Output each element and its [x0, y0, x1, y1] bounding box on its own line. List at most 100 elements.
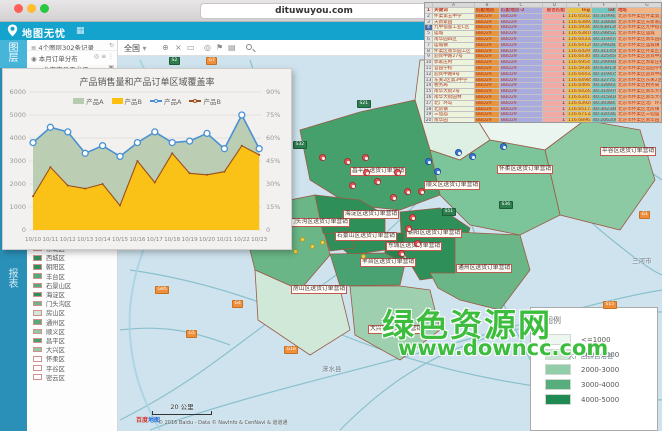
sheet-cell[interactable]: 116.65023: [567, 13, 592, 20]
order-pin-red[interactable]: [373, 177, 381, 185]
sheet-cell[interactable]: 1: [543, 100, 567, 107]
sheet-cell[interactable]: BBD29: [475, 83, 500, 90]
sheet-data-row[interactable]: 3 天新家园 BBD29 BBD29 1 116.63892 40.328084 北京市怀柔区…: [425, 19, 661, 26]
sheet-cell[interactable]: 40.328084: [592, 19, 617, 26]
sheet-cell[interactable]: 1: [543, 48, 567, 55]
sheet-cell[interactable]: 116.68963: [567, 118, 592, 123]
sheet-cell[interactable]: BBD29: [475, 60, 500, 66]
sheet-cell[interactable]: 怀柔区南华园工区: [433, 48, 475, 55]
search-icon[interactable]: [246, 44, 252, 50]
sheet-cell[interactable]: 北京市怀柔区九中宿舍工业C区: [617, 25, 661, 32]
order-pin-red[interactable]: [361, 153, 369, 161]
district-order-label[interactable]: 怀柔区送货订单营销: [497, 165, 554, 174]
sheet-cell[interactable]: BBD29: [475, 89, 500, 95]
sheet-rownum[interactable]: 2: [425, 13, 433, 20]
sheet-cell[interactable]: 怀柔第五中学: [433, 13, 475, 20]
sheet-rownum[interactable]: 9: [425, 54, 433, 61]
sheet-cell[interactable]: 北京市怀柔区税务局: [617, 83, 661, 90]
order-dot-yellow[interactable]: [309, 243, 315, 249]
sheet-cell[interactable]: 1: [543, 89, 567, 95]
clear-tool-icon[interactable]: ×: [175, 43, 182, 52]
sheet-cell[interactable]: BBD29: [500, 77, 543, 84]
sheet-cell[interactable]: BBD29: [475, 48, 500, 55]
locate-icon[interactable]: ◎: [204, 43, 211, 52]
thumbnail-icon[interactable]: ▣: [108, 64, 114, 71]
order-pin-blue[interactable]: [499, 142, 507, 150]
sheet-data-row[interactable]: 9 迎宾中路27号 BBD29 BBD29 1 116.64301 40.325454 北京市…: [425, 54, 661, 61]
sheet-data-row[interactable]: 16 南华大街园林 BBD29 BBD29 1 116.63411 40.315816 北京市…: [425, 94, 661, 101]
sheet-cell[interactable]: 116.64985: [567, 77, 592, 84]
sheet-cell[interactable]: 南华大街园林: [433, 94, 475, 101]
layers-summary-row[interactable]: ≣ 4个图层302条记录 ↻: [27, 40, 117, 51]
order-pin-blue[interactable]: [468, 152, 476, 160]
sheet-cell[interactable]: 1: [543, 106, 567, 113]
sheet-cell[interactable]: 北京市怀柔区庙城: [617, 31, 661, 37]
sheet-cell[interactable]: BBD29: [500, 19, 543, 26]
sheet-cell[interactable]: BBD29: [500, 42, 543, 49]
district-list-item[interactable]: 海淀区: [33, 290, 117, 299]
order-dot-yellow[interactable]: [292, 248, 298, 254]
sheet-cell[interactable]: 40.320342: [592, 112, 617, 119]
sheet-cell[interactable]: 南华园四区: [433, 36, 475, 43]
sheet-cell[interactable]: BBD29: [500, 83, 543, 90]
pan-tool-icon[interactable]: ⊕: [162, 43, 169, 52]
district-list-item[interactable]: 平谷区: [33, 363, 117, 373]
sheet-data-row[interactable]: 17 北厂环岛 BBD29 BBD29 1 116.63924 40.303847 北京市怀柔…: [425, 100, 661, 107]
sheet-rownum[interactable]: 7: [425, 42, 433, 49]
sheet-cell[interactable]: 116.63892: [567, 19, 592, 26]
order-pin-red[interactable]: [413, 239, 421, 247]
district-list-item[interactable]: 房山区: [33, 308, 117, 317]
sheet-cell[interactable]: 北京市怀柔区南华园: [617, 118, 661, 122]
sheet-rownum[interactable]: 4: [425, 25, 433, 32]
sheet-cell[interactable]: 税务局: [433, 83, 475, 90]
sheet-cell[interactable]: 40.327751: [592, 77, 617, 84]
order-pin-red[interactable]: [403, 187, 411, 195]
sheet-cell[interactable]: 南华大街2号: [433, 89, 475, 95]
sheet-cell[interactable]: 北厂环岛: [433, 100, 475, 107]
sheet-cell[interactable]: 40.299281: [592, 42, 617, 49]
sheet-cell[interactable]: 1: [543, 65, 567, 72]
sheet-cell[interactable]: 40.206209: [592, 118, 617, 123]
sheet-rownum[interactable]: 18: [425, 106, 433, 113]
sheet-letter-C[interactable]: C: [500, 3, 543, 8]
sheet-cell[interactable]: 116.64332: [567, 36, 592, 43]
sheet-rownum[interactable]: 15: [425, 89, 433, 95]
rect-select-icon[interactable]: ▭: [187, 43, 195, 52]
layer-actions-icons[interactable]: ◎ ≡ ⋮: [93, 53, 114, 60]
sheet-cell[interactable]: BBD29: [500, 31, 543, 37]
sheet-cell[interactable]: 北京市怀柔区北房镇: [617, 106, 661, 113]
sheet-cell[interactable]: 1: [543, 36, 567, 43]
sheet-cell[interactable]: 40.311458: [592, 48, 617, 55]
sheet-cell[interactable]: 庙城镇: [433, 42, 475, 49]
sheet-cell[interactable]: 40.299948: [592, 60, 617, 66]
sheet-data-row[interactable]: 7 庙城镇 BBD29 BBD29 1 116.64129 40.299281 北京市怀柔区庙…: [425, 42, 661, 49]
order-dot-yellow[interactable]: [299, 236, 305, 242]
order-pin-red[interactable]: [348, 181, 356, 189]
sheet-cell[interactable]: 40.303847: [592, 100, 617, 107]
district-order-label[interactable]: 昌平区送货订单营销: [350, 167, 407, 176]
sheet-cell[interactable]: 1: [543, 77, 567, 84]
sheet-cell[interactable]: 北京市怀柔区南华大街园林: [617, 94, 661, 101]
chart-legend-item[interactable]: 产品B: [111, 96, 142, 106]
sheet-cell[interactable]: 40.315816: [592, 94, 617, 101]
sheet-cell[interactable]: 天新家园: [433, 19, 475, 26]
district-order-label[interactable]: 通州区送货订单营销: [456, 264, 513, 273]
sheet-cell[interactable]: BBD29: [500, 36, 543, 43]
district-order-label[interactable]: 丰台区送货订单营销: [360, 258, 417, 267]
sheet-rownum[interactable]: 16: [425, 94, 433, 101]
order-pin-red[interactable]: [343, 157, 351, 165]
district-list-item[interactable]: 门头沟区: [33, 299, 117, 308]
district-list-item[interactable]: 石景山区: [33, 281, 117, 290]
sheet-data-row[interactable]: 13 东关2区第3中学 BBD29 BBD29 1 116.64985 40.327751 北…: [425, 77, 661, 84]
sheet-cell[interactable]: BBD29: [475, 100, 500, 107]
sheet-cell[interactable]: 1: [543, 71, 567, 78]
sheet-cell[interactable]: 116.6466: [567, 83, 592, 90]
district-order-label[interactable]: 平谷区送货订单营销: [600, 147, 657, 156]
sheet-cell[interactable]: 1: [543, 60, 567, 66]
sheet-cell[interactable]: 40.638139: [592, 65, 617, 72]
sheet-letter-F[interactable]: F: [592, 3, 617, 8]
sheet-cell[interactable]: 北京市怀柔区官园学校: [617, 65, 661, 72]
sheet-cell[interactable]: 116.63411: [567, 94, 592, 101]
sheet-data-row[interactable]: 15 南华大街2号 BBD29 BBD29 1 116.64242 40.314979 北京市…: [425, 89, 661, 95]
sheet-cell[interactable]: 40.319475: [592, 71, 617, 78]
